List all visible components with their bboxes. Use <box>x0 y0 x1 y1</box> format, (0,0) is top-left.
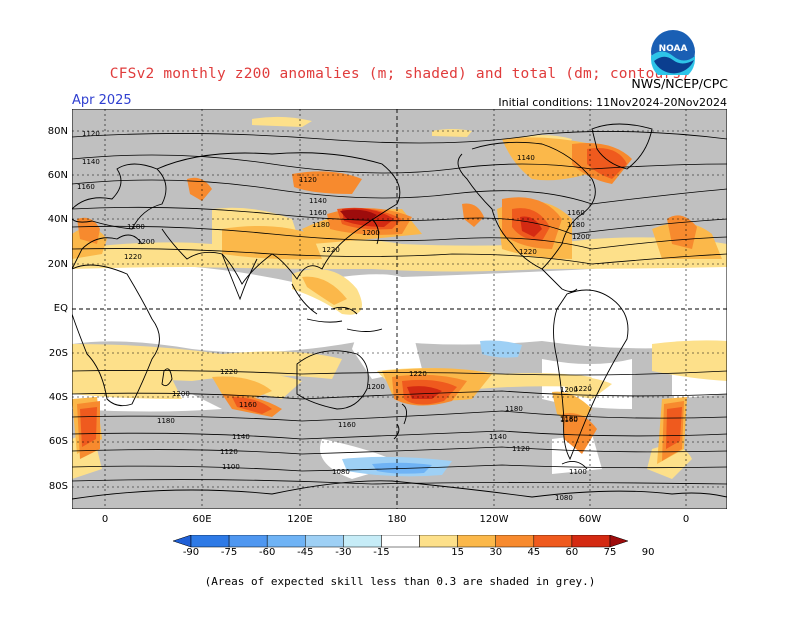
contour-label: 1220 <box>574 385 592 393</box>
colorbar-swatch <box>305 535 344 548</box>
colorbar-label: 60 <box>565 547 579 558</box>
contour-label: 1100 <box>222 463 240 471</box>
contour-label: 1180 <box>505 405 523 413</box>
contour-label: 1200 <box>560 386 578 394</box>
colorbar-swatch <box>190 535 230 548</box>
lon-label-120w: 120W <box>479 514 509 525</box>
lat-label-20s: 20S <box>48 348 68 359</box>
contour-label: 1180 <box>567 221 585 229</box>
contour-label: 1160 <box>77 183 95 191</box>
contour-label: 1220 <box>124 253 142 261</box>
colorbar-swatch <box>343 535 382 548</box>
colorbar-label: 75 <box>603 547 617 558</box>
contour-label: 1220 <box>220 368 238 376</box>
lon-label-0-east: 0 <box>682 514 690 525</box>
colorbar-label: 90 <box>641 547 655 558</box>
contour-label: 1180 <box>157 417 175 425</box>
colorbar-label: 30 <box>489 547 503 558</box>
colorbar-swatch <box>571 535 611 548</box>
contour-label: 1160 <box>309 209 327 217</box>
contour-label: 1200 <box>172 390 190 398</box>
contour-label: 1200 <box>362 229 380 237</box>
colorbar-label: -90 <box>182 547 200 558</box>
contour-label: 1080 <box>332 468 350 476</box>
colorbar-swatch <box>228 535 268 548</box>
contour-label: 1200 <box>572 233 590 241</box>
noaa-logo: NOAA <box>650 29 696 81</box>
lon-label-60e: 60E <box>192 514 212 525</box>
colorbar-swatch <box>609 535 628 548</box>
contour-label: 1180 <box>127 223 145 231</box>
contour-label: 1220 <box>322 246 340 254</box>
colorbar-label: 45 <box>527 547 541 558</box>
month-label: Apr 2025 <box>72 93 132 108</box>
lat-label-80s: 80S <box>48 481 68 492</box>
colorbar-label: -30 <box>335 547 352 558</box>
lon-label-120e: 120E <box>287 514 313 525</box>
contour-label: 1140 <box>309 197 327 205</box>
colorbar-swatch <box>495 535 535 548</box>
colorbar-swatch <box>457 535 496 548</box>
map-title: CFSv2 monthly z200 anomalies (m; shaded)… <box>109 66 691 82</box>
colorbar-label: -45 <box>297 547 314 558</box>
contour-label: 1160 <box>560 416 578 424</box>
initial-conditions: Initial conditions: 11Nov2024-20Nov2024 <box>498 96 727 109</box>
colorbar-swatch <box>266 535 306 548</box>
contour-label: 1160 <box>338 421 356 429</box>
contour-label: 1200 <box>367 383 385 391</box>
contour-label: 1140 <box>489 433 507 441</box>
agency-label: NWS/NCEP/CPC <box>631 76 728 91</box>
contour-label: 1220 <box>409 370 427 378</box>
lat-label-80n: 80N <box>47 126 68 137</box>
contour-label: 1120 <box>220 448 238 456</box>
colorbar <box>173 535 628 548</box>
contour-label: 1140 <box>232 433 250 441</box>
contour-label: 1160 <box>567 209 585 217</box>
contour-label: 1120 <box>299 176 317 184</box>
skill-footnote: (Areas of expected skill less than 0.3 a… <box>204 575 596 588</box>
contour-label: 1080 <box>555 494 573 502</box>
lat-label-60n: 60N <box>47 170 68 181</box>
lon-label-0: 0 <box>101 514 109 525</box>
logo-text: NOAA <box>659 44 688 54</box>
contour-label: 1220 <box>519 248 537 256</box>
lon-label-60w: 60W <box>578 514 602 525</box>
contour-label: 1180 <box>560 415 578 423</box>
contour-label: 1180 <box>312 221 330 229</box>
lat-label-20n: 20N <box>47 259 68 270</box>
colorbar-label: 15 <box>451 547 464 558</box>
colorbar-label: -60 <box>259 547 276 558</box>
colorbar-swatch <box>419 535 458 548</box>
contour-label: 1100 <box>569 468 587 476</box>
lat-label-40s: 40S <box>48 392 68 403</box>
colorbar-swatch <box>381 535 420 548</box>
lat-label-40n: 40N <box>47 214 68 225</box>
contour-label: 1140 <box>82 158 100 166</box>
anomaly-map: 1120114011601180120012201120114011601180… <box>72 109 727 509</box>
lon-label-180: 180 <box>387 514 407 525</box>
lat-label-eq: EQ <box>53 303 68 314</box>
colorbar-swatch <box>533 535 573 548</box>
lat-label-60s: 60S <box>48 436 68 447</box>
contour-label: 1120 <box>82 130 100 138</box>
contour-label: 1200 <box>137 238 155 246</box>
contour-label: 1120 <box>512 445 530 453</box>
colorbar-label: -75 <box>220 547 238 558</box>
contour-label: 1140 <box>517 154 535 162</box>
colorbar-swatch <box>173 535 192 548</box>
contour-label: 1160 <box>239 401 257 409</box>
colorbar-label: -15 <box>373 547 390 558</box>
